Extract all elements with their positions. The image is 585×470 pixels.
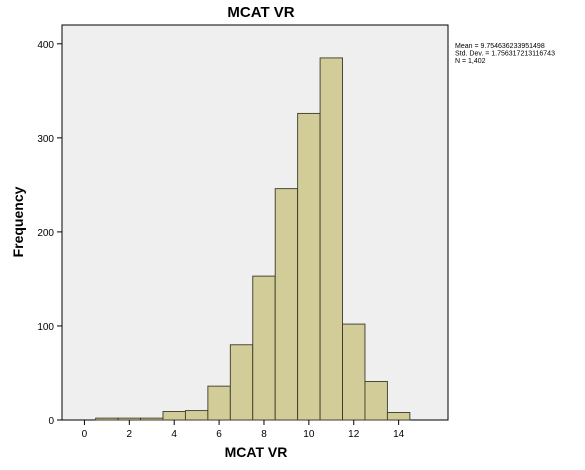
histogram-bar: [364, 380, 388, 421]
stats-line: N = 1,402: [455, 58, 486, 65]
x-tick-label: 4: [171, 429, 177, 440]
histogram-bar: [95, 417, 119, 421]
x-tick-label: 2: [127, 429, 133, 440]
y-tick-label: 100: [37, 322, 54, 333]
histogram-bar: [342, 323, 366, 421]
x-tick-label: 8: [261, 429, 267, 440]
histogram-bar: [140, 417, 164, 421]
chart-title: MCAT VR: [227, 4, 294, 21]
y-tick-label: 300: [37, 134, 54, 145]
stats-line: Std. Dev. = 1.756317213116743: [455, 51, 555, 58]
histogram-bar: [319, 57, 343, 421]
histogram-bar: [117, 417, 141, 421]
x-tick-label: 12: [348, 429, 360, 440]
histogram-bar: [252, 275, 276, 421]
histogram-bar: [184, 410, 209, 421]
x-tick-label: 0: [82, 429, 88, 440]
histogram-bar: [229, 344, 254, 421]
x-tick-label: 10: [303, 429, 315, 440]
histogram-bar: [297, 112, 321, 421]
histogram-bar: [162, 411, 186, 421]
histogram-bar: [207, 385, 231, 421]
x-tick-label: 6: [216, 429, 222, 440]
histogram-bar: [386, 412, 411, 421]
y-tick-label: 200: [37, 228, 54, 239]
x-axis-label: MCAT VR: [225, 444, 288, 460]
stats-line: Mean = 9.754636233951498: [455, 43, 545, 50]
axes-layer: 0 100 200 300 400 0 2 4 6 8 10 12 14: [37, 40, 404, 440]
y-tick-label: 400: [37, 40, 54, 51]
bars-layer: [95, 57, 411, 421]
x-tick-label: 14: [393, 429, 405, 440]
y-axis-label: Frequency: [10, 186, 26, 257]
y-tick-label: 0: [48, 416, 54, 427]
histogram-bar: [274, 188, 299, 421]
